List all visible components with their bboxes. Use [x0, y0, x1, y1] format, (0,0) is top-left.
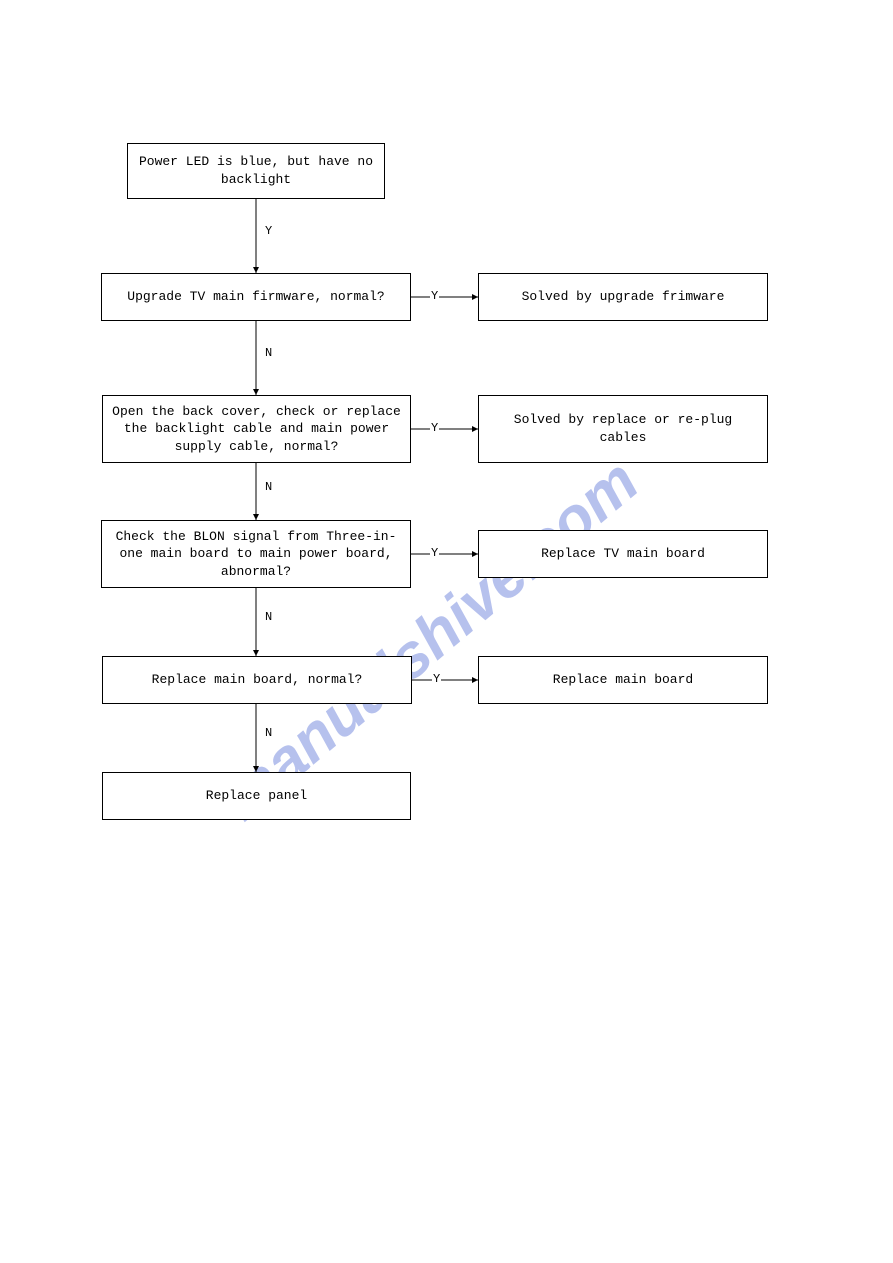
- edge-label-e5: N: [264, 480, 273, 494]
- node-replace-panel: Replace panel: [102, 772, 411, 820]
- node-upgrade-firmware: Upgrade TV main firmware, normal?: [101, 273, 411, 321]
- edge-label-e4: Y: [430, 421, 439, 435]
- node-check-cable: Open the back cover, check or replace th…: [102, 395, 411, 463]
- node-replace-main-q: Replace main board, normal?: [102, 656, 412, 704]
- node-replace-tv-board: Replace TV main board: [478, 530, 768, 578]
- edge-label-e6: Y: [430, 546, 439, 560]
- edge-label-e8: Y: [432, 672, 441, 686]
- edge-label-e2: Y: [430, 289, 439, 303]
- edge-label-e9: N: [264, 726, 273, 740]
- node-solved-firmware: Solved by upgrade frimware: [478, 273, 768, 321]
- edge-label-e1: Y: [264, 224, 273, 238]
- node-start: Power LED is blue, but have no backlight: [127, 143, 385, 199]
- edge-label-e3: N: [264, 346, 273, 360]
- node-solved-cable: Solved by replace or re-plug cables: [478, 395, 768, 463]
- node-replace-main: Replace main board: [478, 656, 768, 704]
- node-check-blon: Check the BLON signal from Three-in-one …: [101, 520, 411, 588]
- edge-label-e7: N: [264, 610, 273, 624]
